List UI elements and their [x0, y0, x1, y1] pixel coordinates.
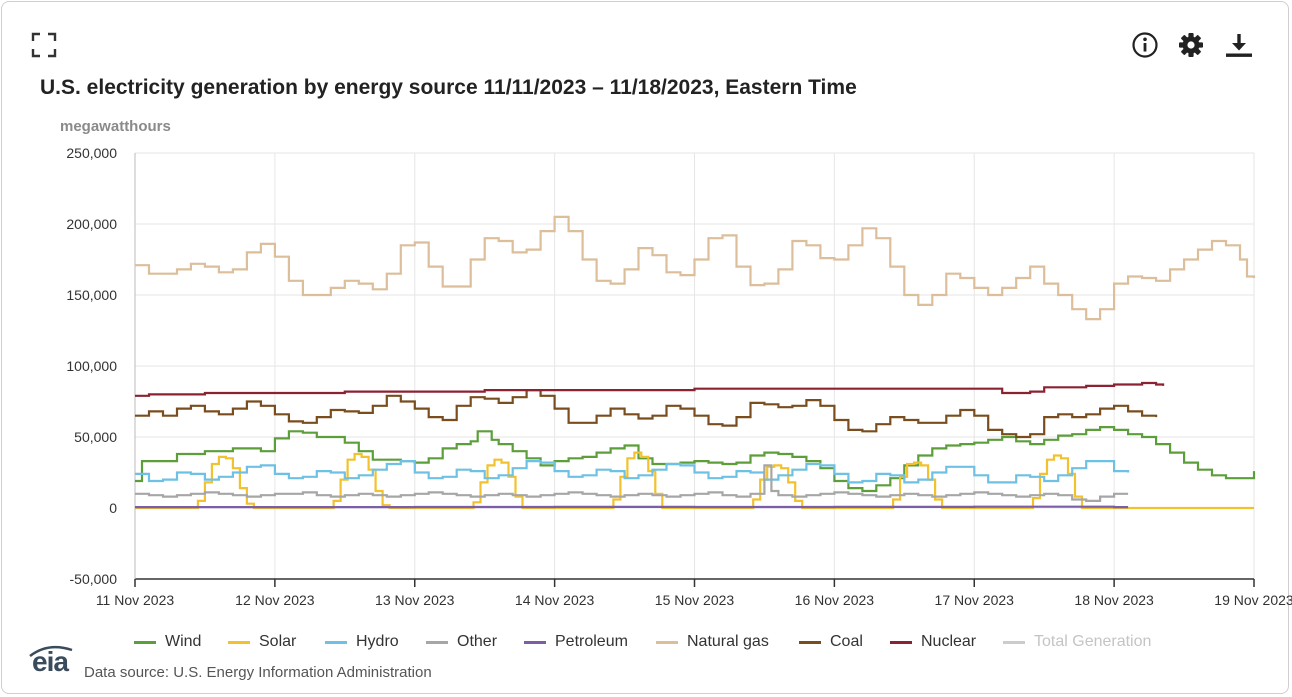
y-axis-unit-label: megawatthours	[60, 118, 171, 135]
legend-swatch-wind	[134, 640, 156, 644]
info-icon[interactable]	[1131, 31, 1159, 59]
legend-swatch-petroleum	[524, 640, 546, 644]
legend-item-nuclear[interactable]: Nuclear	[890, 630, 976, 654]
fullscreen-icon[interactable]	[30, 31, 58, 59]
legend-item-natural-gas[interactable]: Natural gas	[656, 630, 769, 654]
y-axis-ticks: -50,000 0 50,000 100,000 150,000 200,000 250,0…	[66, 145, 117, 587]
legend-label-wind: Wind	[165, 633, 202, 650]
legend-item-solar[interactable]: Solar	[228, 630, 296, 654]
legend-item-coal[interactable]: Coal	[799, 630, 863, 654]
legend-swatch-solar	[228, 640, 250, 644]
legend-swatch-coal	[799, 640, 821, 644]
y-tick-label: -50,000	[70, 571, 118, 587]
series-line-natural-gas[interactable]	[135, 215, 1256, 321]
series-line-wind[interactable]	[135, 426, 1256, 493]
legend: Wind Solar Hydro Other Petroleum Natural…	[0, 630, 1292, 654]
series-line-coal[interactable]	[135, 389, 1158, 439]
x-tick-label: 18 Nov 2023	[1074, 592, 1154, 608]
download-icon[interactable]	[1224, 31, 1254, 59]
y-tick-label: 50,000	[74, 429, 117, 445]
gridlines	[134, 152, 1255, 580]
y-tick-label: 100,000	[66, 358, 117, 374]
chart-title: U.S. electricity generation by energy so…	[40, 76, 857, 99]
eia-logo-swoosh	[29, 645, 73, 658]
legend-item-other[interactable]: Other	[426, 630, 497, 654]
series-line-other[interactable]	[135, 464, 1129, 502]
legend-swatch-other	[426, 640, 448, 644]
y-tick-label: 0	[109, 500, 117, 516]
legend-label-coal: Coal	[830, 633, 863, 650]
legend-label-natural-gas: Natural gas	[687, 633, 769, 650]
legend-label-other: Other	[457, 633, 498, 650]
legend-item-wind[interactable]: Wind	[134, 630, 201, 654]
x-tick-label: 15 Nov 2023	[655, 592, 735, 608]
x-tick-label: 13 Nov 2023	[375, 592, 455, 608]
gear-icon[interactable]	[1177, 31, 1205, 59]
legend-item-hydro[interactable]: Hydro	[325, 630, 399, 654]
series-line-nuclear[interactable]	[135, 381, 1165, 397]
x-tick-label: 17 Nov 2023	[935, 592, 1015, 608]
x-axis: 11 Nov 2023 12 Nov 2023 13 Nov 2023 14 Nov …	[96, 153, 1292, 608]
y-tick-label: 250,000	[66, 145, 117, 161]
legend-item-petroleum[interactable]: Petroleum	[524, 630, 628, 654]
eia-logo: eia	[32, 646, 69, 677]
series-lines	[135, 215, 1256, 510]
legend-swatch-hydro	[325, 640, 347, 644]
legend-item-total-generation[interactable]: Total Generation	[1003, 630, 1151, 654]
data-source-note: Data source: U.S. Energy Information Adm…	[84, 664, 432, 681]
x-tick-label: 16 Nov 2023	[795, 592, 875, 608]
series-line-hydro[interactable]	[135, 460, 1130, 484]
legend-label-solar: Solar	[259, 633, 297, 650]
x-tick-label: 14 Nov 2023	[515, 592, 595, 608]
y-tick-label: 200,000	[66, 216, 117, 232]
legend-label-nuclear: Nuclear	[921, 633, 977, 650]
legend-swatch-total-generation	[1003, 640, 1025, 644]
x-tick-label: 11 Nov 2023	[96, 592, 175, 608]
legend-swatch-natural-gas	[656, 640, 678, 644]
legend-swatch-nuclear	[890, 640, 912, 644]
x-tick-label: 19 Nov 2023	[1214, 592, 1292, 608]
x-tick-label: 12 Nov 2023	[235, 592, 315, 608]
legend-label-total-generation: Total Generation	[1034, 633, 1152, 650]
y-tick-label: 150,000	[66, 287, 117, 303]
legend-label-petroleum: Petroleum	[555, 633, 628, 650]
legend-label-hydro: Hydro	[356, 633, 399, 650]
